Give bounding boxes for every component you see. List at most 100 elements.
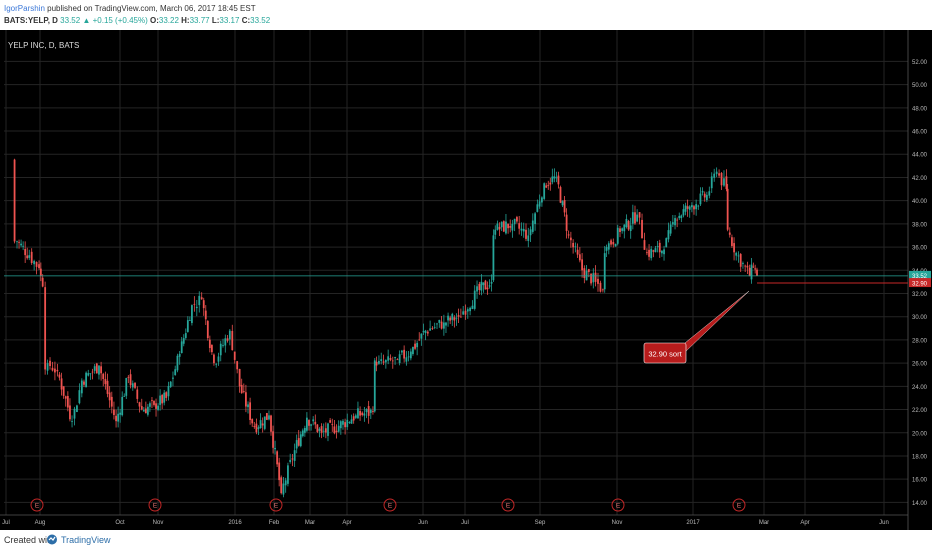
candle-body — [129, 374, 132, 386]
candle-body — [574, 246, 577, 248]
price-chart[interactable]: YELP INC, D, BATS 32.90 sort 14.00 16.00 1… — [0, 30, 932, 530]
candle-body — [449, 317, 452, 321]
candle-body — [426, 331, 429, 334]
candle — [26, 247, 29, 260]
candle-body — [280, 477, 283, 494]
x-tick-label: Mar — [759, 520, 769, 526]
candle-body — [369, 409, 372, 413]
candle — [217, 352, 220, 366]
candle — [121, 391, 124, 417]
candle-body — [476, 286, 478, 292]
candle — [93, 364, 96, 374]
candle — [686, 199, 689, 217]
y-tick-label: 36.00 — [912, 246, 928, 252]
candle — [287, 462, 289, 487]
candle-body — [612, 242, 615, 245]
candle-body — [56, 369, 59, 372]
candle — [49, 357, 51, 370]
candle — [665, 237, 668, 248]
candle — [344, 418, 347, 435]
candle — [701, 187, 704, 196]
candle — [565, 208, 568, 239]
candle-body — [83, 381, 85, 385]
sort-level-tag — [909, 278, 931, 288]
candle — [614, 243, 617, 247]
low-value: 33.17 — [219, 16, 240, 25]
earnings-marker[interactable]: E — [269, 498, 283, 512]
chart-title: YELP INC, D, BATS — [8, 41, 79, 50]
close-label: C: — [241, 16, 251, 25]
candle — [270, 414, 272, 436]
candle — [335, 424, 338, 439]
candle — [198, 291, 201, 313]
candle — [87, 369, 90, 377]
candle — [20, 239, 22, 248]
earnings-marker[interactable]: E — [501, 498, 515, 512]
candle — [24, 241, 27, 263]
annotation-box — [643, 342, 687, 364]
chart-background — [0, 30, 932, 530]
candle — [723, 170, 725, 187]
candle-body — [151, 400, 153, 401]
candle — [398, 350, 401, 366]
candle — [449, 315, 452, 325]
candle — [131, 380, 134, 391]
candle — [38, 260, 40, 270]
earnings-marker[interactable]: E — [383, 498, 397, 512]
candle-body — [62, 386, 65, 396]
chart-area[interactable]: YELP INC, D, BATS 32.90 sort 14.00 16.00 1… — [0, 30, 932, 530]
earnings-marker[interactable]: E — [30, 498, 44, 512]
candle — [471, 300, 474, 310]
candle-body — [658, 242, 661, 253]
earnings-marker[interactable]: E — [148, 498, 162, 512]
tradingview-link[interactable]: TradingView — [61, 535, 111, 545]
candle-body — [484, 280, 487, 290]
candle-body — [442, 322, 445, 329]
candle — [699, 187, 702, 206]
candle — [746, 261, 749, 274]
candle-body — [583, 268, 586, 279]
candle-body — [163, 392, 166, 403]
candle — [331, 418, 334, 432]
candle-body — [339, 421, 342, 429]
y-tick-label: 30.00 — [912, 315, 928, 321]
candle-body — [320, 426, 323, 433]
candle-body — [73, 408, 76, 419]
candle — [561, 200, 564, 207]
y-tick-label: 26.00 — [912, 362, 928, 368]
candle — [165, 391, 168, 402]
candle — [643, 232, 646, 250]
candle — [129, 369, 132, 389]
candle-body — [590, 273, 592, 284]
candle-body — [471, 305, 474, 309]
x-tick-label: Jul — [461, 520, 469, 526]
candle — [60, 372, 63, 396]
candle-body — [545, 185, 548, 188]
candle-body — [38, 264, 40, 268]
candle — [641, 213, 643, 239]
candle-body — [507, 223, 509, 229]
candle — [210, 344, 213, 355]
candle-body — [316, 424, 319, 432]
earnings-marker[interactable]: E — [732, 498, 746, 512]
earnings-marker[interactable]: E — [611, 498, 625, 512]
candle — [715, 167, 718, 178]
candle-body — [480, 281, 483, 291]
candle — [115, 409, 117, 428]
candle — [106, 373, 109, 398]
candle — [44, 281, 47, 375]
candle-body — [549, 182, 552, 185]
candle — [750, 257, 753, 284]
candle — [553, 168, 556, 183]
candle-body — [541, 197, 543, 203]
candle — [142, 406, 145, 412]
sort-level-tag-label: 32.90 — [912, 281, 928, 287]
author-link[interactable]: IgorParshin — [4, 4, 45, 13]
candle-body — [215, 363, 218, 365]
candle — [215, 363, 218, 368]
candle — [671, 215, 674, 228]
candle — [457, 308, 460, 323]
candle — [420, 333, 423, 346]
candle — [56, 363, 59, 377]
candle — [513, 218, 516, 232]
